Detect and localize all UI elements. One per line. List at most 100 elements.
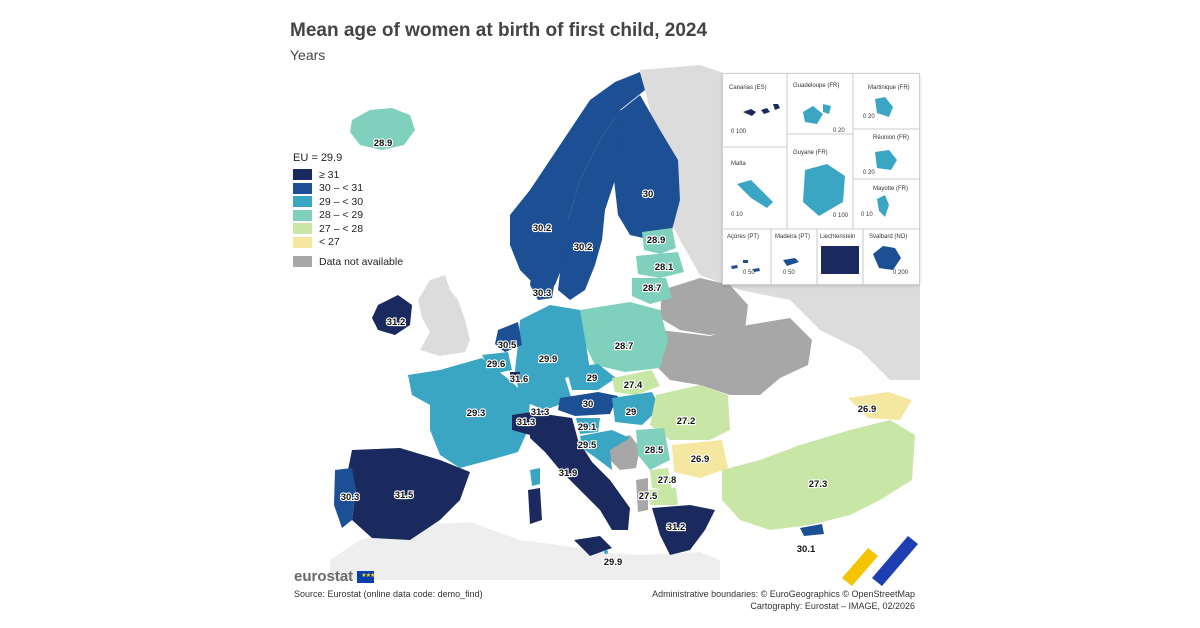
region-belarus: [660, 278, 748, 335]
legend-swatch: [293, 209, 312, 221]
region-albania: [636, 478, 648, 512]
country-czechia: [566, 364, 616, 390]
country-hungary: [612, 392, 660, 425]
country-latvia: [636, 252, 684, 278]
legend: EU = 29.9 ≥ 31 30 – < 31 29 – < 30 28 – …: [293, 152, 403, 269]
inset-scale-guadeloupe: 0 20: [833, 128, 845, 134]
eurostat-logo: eurostat ★★★: [294, 568, 375, 585]
credits-line-1: Administrative boundaries: © EuroGeograp…: [652, 589, 915, 599]
legend-label: 28 – < 29: [319, 209, 364, 222]
inset-label-svalbard: Svalbard (NO): [869, 234, 908, 240]
country-italy-sardinia: [528, 488, 542, 524]
inset-canarias-shape: [743, 104, 780, 116]
country-turkey: [722, 420, 915, 530]
legend-label: Data not available: [319, 255, 404, 268]
inset-label-guadeloupe: Guadeloupe (FR): [793, 83, 840, 89]
label-north-macedonia: 27.5: [639, 491, 658, 502]
label-portugal: 30.3: [341, 492, 360, 503]
country-france: [408, 358, 530, 468]
country-germany: [515, 305, 590, 410]
inset-malta-shape: [737, 180, 773, 208]
inset-label-madeira: Madeira (PT): [775, 234, 811, 240]
label-montenegro: 27.8: [658, 475, 677, 486]
inset-scale-mayotte: 0 10: [861, 212, 873, 218]
inset-svalbard-shape: [873, 246, 901, 270]
inset-label-martinique: Martinique (FR): [868, 85, 910, 91]
inset-guadeloupe-shape: [803, 104, 831, 124]
inset-grid: [723, 74, 919, 284]
label-poland: 28.7: [615, 341, 634, 352]
label-italy: 31.9: [559, 468, 578, 479]
country-georgia: [848, 392, 912, 420]
legend-item: 29 – < 30: [293, 195, 403, 209]
inset-liechtenstein-shape: [821, 246, 859, 274]
label-ireland: 31.2: [387, 317, 406, 328]
legend-label: 30 – < 31: [319, 182, 364, 195]
country-finland: [614, 95, 680, 240]
label-france: 29.3: [467, 408, 486, 419]
page-title: Mean age of women at birth of first chil…: [290, 20, 708, 41]
region-ukraine: [655, 318, 812, 395]
inset-label-liechtenstein: Liechtenstein: [820, 234, 856, 240]
legend-swatch: [293, 236, 312, 248]
legend-item: < 27: [293, 236, 403, 250]
label-finland: 30: [643, 189, 654, 200]
label-croatia: 29.5: [578, 440, 597, 451]
country-luxembourg: [510, 372, 520, 382]
country-romania: [650, 385, 730, 440]
inset-panel: Canarias (ES) 0 100 Guadeloupe (FR) 0 20…: [722, 73, 920, 285]
country-corsica: [530, 468, 540, 486]
inset-label-mayotte: Mayotte (FR): [873, 186, 909, 192]
label-switzerland: 31.3: [517, 417, 536, 428]
label-estonia: 28.9: [647, 235, 666, 246]
decor-stripe-blue: [872, 536, 918, 586]
label-germany: 29.9: [539, 354, 558, 365]
legend-swatch: [293, 196, 312, 208]
label-romania: 27.2: [677, 416, 696, 427]
legend-swatch: [293, 169, 312, 181]
label-hungary: 29: [626, 407, 637, 418]
inset-reunion-shape: [875, 150, 897, 170]
inset-acores-shape: [731, 260, 760, 272]
country-slovakia: [612, 370, 660, 395]
label-cyprus: 30.1: [797, 544, 816, 555]
region-africa: [330, 522, 720, 580]
inset-scale-canarias: 0 100: [731, 129, 747, 135]
inset-label-reunion: Réunion (FR): [873, 135, 910, 141]
legend-item: 28 – < 29: [293, 209, 403, 223]
label-serbia: 28.5: [645, 445, 664, 456]
label-denmark: 30.3: [533, 288, 552, 299]
label-bulgaria: 26.9: [691, 454, 710, 465]
credits-note: Administrative boundaries: © EuroGeograp…: [652, 588, 915, 612]
country-italy-sicily: [574, 536, 612, 556]
label-latvia: 28.1: [655, 262, 674, 273]
legend-swatch: [293, 223, 312, 235]
label-lithuania: 28.7: [643, 283, 662, 294]
inset-label-acores: Açores (PT): [727, 234, 760, 240]
legend-label: 29 – < 30: [319, 195, 364, 208]
country-north-macedonia: [648, 488, 678, 505]
inset-martinique-shape: [875, 97, 893, 117]
country-estonia: [642, 228, 676, 254]
country-cyprus: [800, 524, 824, 536]
label-greece: 31.2: [667, 522, 686, 533]
source-note: Source: Eurostat (online data code: demo…: [294, 589, 483, 599]
label-georgia: 26.9: [858, 404, 877, 415]
inset-scale-malta: 0 10: [731, 212, 743, 218]
label-slovakia: 27.4: [624, 380, 643, 391]
inset-guyane-shape: [803, 164, 845, 216]
label-malta: 29.9: [604, 557, 623, 568]
legend-swatch: [293, 256, 312, 268]
inset-scale-guyane: 0 100: [833, 213, 849, 219]
inset-madeira-shape: [783, 258, 799, 266]
legend-label: ≥ 31: [319, 168, 340, 181]
legend-item: 30 – < 31: [293, 182, 403, 196]
inset-label-canarias: Canarias (ES): [729, 85, 767, 91]
legend-swatch: [293, 182, 312, 194]
country-lithuania: [632, 278, 672, 304]
country-croatia: [580, 430, 630, 470]
inset-label-malta: Malta: [731, 161, 746, 167]
label-slovenia: 29.1: [578, 422, 597, 433]
label-turkey: 27.3: [809, 479, 828, 490]
